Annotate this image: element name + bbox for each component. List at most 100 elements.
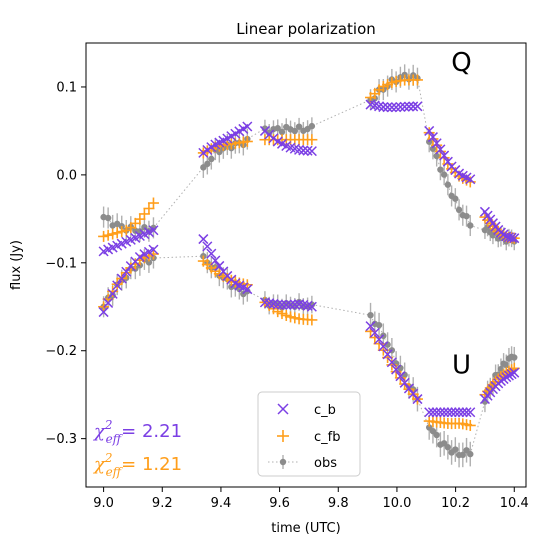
c-b-point — [382, 102, 393, 113]
obs-point — [452, 437, 459, 462]
c-b-point — [148, 225, 159, 236]
c-b-point — [198, 234, 209, 245]
obs-line-q — [103, 74, 515, 243]
chi2-symbol-cfb: χ — [92, 454, 106, 475]
c-b-point — [294, 299, 305, 310]
c-fb-point — [306, 314, 318, 326]
c-b-point — [374, 334, 385, 345]
y-tick-label: 0.0 — [56, 168, 77, 183]
obs-point — [440, 164, 448, 186]
c-b-point — [386, 102, 397, 113]
x-tick-label: 9.0 — [93, 496, 114, 511]
x-tick-label: 9.2 — [152, 496, 173, 511]
legend-label-c-fb: c_fb — [314, 430, 340, 445]
obs-point — [295, 117, 303, 136]
obs-point — [455, 199, 463, 221]
obs-point — [200, 156, 207, 178]
c-fb-point — [98, 230, 110, 242]
legend: c_b c_fb obs — [257, 391, 361, 477]
c-fb-point — [107, 285, 119, 297]
axis-ticks: 9.0 9.2 9.4 9.6 9.8 10.0 10.2 10.4 0.1 0.0 −0.1 −0.… — [45, 80, 528, 511]
c-b-point — [148, 244, 159, 255]
c-fb-point — [306, 134, 318, 146]
c-b-point — [465, 174, 476, 185]
c-b-point — [501, 372, 512, 383]
c-b-point — [134, 251, 145, 263]
chi2-sub-cb: eff — [106, 432, 124, 446]
c-fb-point — [143, 202, 155, 214]
obs-point — [467, 214, 474, 237]
c-b-point — [408, 101, 419, 112]
c-b-point — [509, 367, 520, 378]
c-b-point — [509, 233, 520, 244]
c-b-point — [206, 248, 217, 259]
legend-marker-c-fb — [277, 430, 289, 442]
y-tick-label: −0.3 — [45, 432, 77, 447]
c-fb-point — [241, 135, 253, 147]
x-tick-label: 9.4 — [211, 496, 232, 511]
c-b-point — [302, 145, 313, 156]
c-fb-point — [411, 74, 423, 86]
c-b-point — [386, 357, 397, 368]
c-b-point — [503, 370, 514, 381]
legend-x-marker — [277, 403, 289, 415]
c-fb-point — [102, 229, 114, 241]
y-tick-label: 0.1 — [56, 80, 77, 95]
obs-point — [440, 431, 448, 456]
c-b-point — [424, 407, 435, 418]
c-b-point — [427, 407, 438, 418]
c-b-point — [454, 407, 465, 418]
c-b-point — [242, 284, 253, 295]
x-tick-label: 10.4 — [500, 496, 529, 511]
c-b-point — [431, 407, 442, 418]
c-b-point — [378, 102, 389, 113]
c-b-point — [506, 232, 517, 243]
c-b-point — [427, 132, 438, 143]
legend-label-c-b: c_b — [314, 403, 336, 418]
c-b-point — [435, 407, 446, 418]
y-tick-label: −0.1 — [45, 256, 77, 271]
obs-point — [459, 442, 466, 468]
obs-point — [452, 188, 459, 210]
c-fb-point — [134, 213, 146, 225]
c-b-point — [412, 101, 423, 112]
obs-point — [375, 312, 383, 338]
c-b-point — [242, 121, 253, 132]
c-b-point — [395, 371, 406, 382]
c-b-point — [431, 138, 442, 149]
c-b-point — [365, 321, 376, 332]
c-b-point — [107, 288, 118, 299]
c-b-point — [399, 377, 410, 388]
c-b-point — [281, 299, 292, 310]
data-marks — [98, 64, 520, 468]
chi2-sup-cfb: 2 — [104, 451, 113, 465]
c-b-point — [412, 394, 423, 405]
legend-box — [257, 391, 361, 477]
c-fb-point — [120, 224, 132, 236]
c-b-point — [442, 407, 453, 418]
obs-point — [463, 437, 470, 463]
legend-obs-marker — [279, 455, 287, 469]
c-b-point — [268, 298, 279, 309]
c-b-point — [424, 125, 435, 136]
chart-title: Linear polarization — [236, 20, 376, 38]
chi2-symbol-cb: χ — [92, 421, 106, 442]
c-b-point — [202, 241, 213, 252]
chi2-sup-cb: 2 — [104, 418, 113, 432]
chi2-value-cb: = 2.21 — [121, 421, 182, 442]
c-b-point — [446, 407, 457, 418]
obs-point — [437, 159, 444, 181]
c-b-point — [285, 299, 296, 310]
obs-line-u — [103, 255, 515, 456]
axes-frame — [85, 42, 527, 488]
c-b-point — [442, 156, 453, 167]
c-b-point — [465, 407, 476, 418]
chi2-annotation-cfb: χ2 eff= 1.21 — [92, 451, 182, 479]
c-b-point — [98, 307, 109, 318]
c-b-point — [306, 301, 317, 312]
c-fb-point — [138, 208, 150, 220]
c-b-point — [399, 101, 410, 112]
